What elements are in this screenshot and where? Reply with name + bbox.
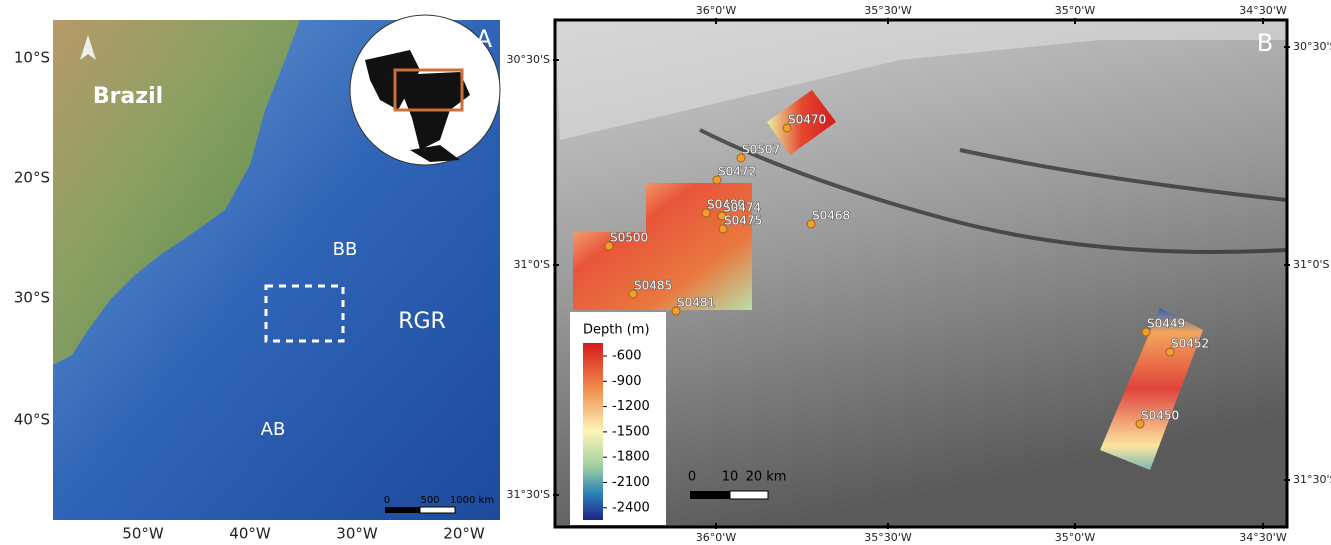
panel-label: B (1257, 29, 1273, 57)
panel-b (555, 20, 1287, 527)
station-label: S0468 (812, 209, 850, 223)
lon-label: 34°30'W (1239, 531, 1287, 544)
place-label: BB (333, 239, 358, 260)
lon-label: 30°W (336, 525, 378, 543)
station-label: S0472 (718, 165, 756, 179)
lat-label: 10°S (14, 49, 50, 67)
scale-label: 500 (420, 495, 439, 506)
scale-label: 20 km (746, 470, 787, 485)
lon-label: 35°0'W (1055, 4, 1096, 17)
lon-label: 35°0'W (1055, 531, 1096, 544)
lon-label: 36°0'W (696, 4, 737, 17)
place-label: Brazil (93, 84, 163, 109)
lat-label: 30°S (14, 289, 50, 307)
station-label: S0481 (677, 296, 715, 310)
lat-label: 30°30'S (1293, 40, 1331, 53)
legend-tick-label: -600 (612, 349, 642, 364)
legend-tick-label: -2100 (612, 475, 650, 490)
station-label: S0470 (788, 113, 826, 127)
lat-label: 20°S (14, 169, 50, 187)
legend-tick-label: -900 (612, 374, 642, 389)
lon-label: 50°W (122, 525, 164, 543)
scale-label: 0 (688, 470, 696, 485)
scale-bar (690, 491, 730, 499)
lon-label: 36°0'W (696, 531, 737, 544)
scale-bar (730, 491, 768, 499)
lat-label: 31°30'S (506, 488, 550, 501)
scale-bar (385, 507, 420, 513)
figure: 10°S20°S30°S40°S50°W40°W30°W20°WBrazilBB… (0, 0, 1331, 545)
colorbar (583, 343, 603, 520)
panel-label: A (476, 25, 493, 53)
legend-tick-label: -1200 (612, 399, 650, 414)
scale-label: 10 (722, 470, 739, 485)
station-label: S0507 (742, 143, 780, 157)
scale-label: 0 (384, 495, 390, 506)
station-label: S0450 (1141, 409, 1179, 423)
station-label: S0500 (610, 231, 648, 245)
legend-tick-label: -2400 (612, 500, 650, 515)
legend-tick-label: -1500 (612, 424, 650, 439)
lon-label: 40°W (229, 525, 271, 543)
scale-label: 1000 km (450, 495, 494, 506)
station-label: S0475 (724, 214, 762, 228)
lon-label: 34°30'W (1239, 4, 1287, 17)
lat-label: 31°0'S (1293, 258, 1330, 271)
place-label: AB (261, 419, 286, 440)
lon-label: 35°30'W (864, 531, 912, 544)
station-label: S0474 (723, 201, 761, 215)
legend-title: Depth (m) (583, 323, 650, 338)
lat-label: 31°30'S (1293, 473, 1331, 486)
lat-label: 40°S (14, 411, 50, 429)
lon-label: 35°30'W (864, 4, 912, 17)
station-label: S0485 (634, 279, 672, 293)
lon-label: 20°W (443, 525, 485, 543)
place-label: RGR (398, 309, 446, 334)
station-label: S0449 (1147, 317, 1185, 331)
station-label: S0452 (1171, 337, 1209, 351)
scale-bar (420, 507, 455, 513)
legend-tick-label: -1800 (612, 450, 650, 465)
lat-label: 30°30'S (506, 53, 550, 66)
lat-label: 31°0'S (513, 258, 550, 271)
